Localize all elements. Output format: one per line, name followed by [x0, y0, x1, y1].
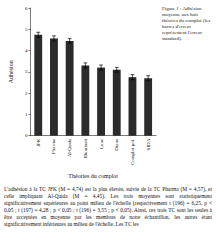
svg-text:4: 4 [25, 48, 28, 53]
svg-text:JFK: JFK [36, 138, 41, 147]
html-text:Figure 1 : Adhésion moyenne au: Figure 1 : Adhésion moyenne aux huit thé… [162, 6, 211, 41]
svg-text:2: 2 [25, 91, 28, 96]
svg-text:Théories du complot: Théories du complot [68, 173, 118, 179]
svg-text:Al-Qaida: Al-Qaida [67, 138, 72, 157]
svg-text:Complot pol.: Complot pol. [130, 139, 135, 165]
svg-text:Illuminati: Illuminati [83, 138, 88, 158]
svg-text:6: 6 [25, 6, 28, 11]
svg-text:Diana: Diana [114, 138, 119, 151]
svg-text:0: 0 [25, 133, 28, 138]
svg-text:1: 1 [25, 112, 28, 117]
svg-text:5: 5 [25, 27, 28, 32]
svg-text:Lune: Lune [99, 138, 104, 149]
svg-text:Adhésion: Adhésion [8, 60, 14, 83]
svg-text:Pharma: Pharma [51, 138, 56, 154]
svg-text:3: 3 [25, 69, 28, 74]
svg-text:SIDA: SIDA [146, 138, 151, 150]
html-text:L'adhésion à la TC JFK (M = 4,: L'adhésion à la TC JFK (M = 4,74) est la… [4, 186, 212, 227]
